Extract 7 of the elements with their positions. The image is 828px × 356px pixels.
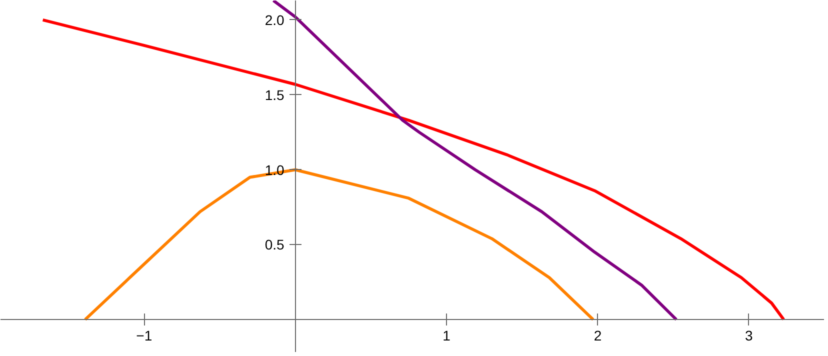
x-tick-label: 1	[442, 328, 451, 344]
x-tick-label: 3	[745, 328, 754, 344]
y-tick-label: 2.0	[264, 12, 285, 28]
y-tick-label: 1.5	[264, 86, 285, 103]
y-tick-label: 0.5	[264, 236, 285, 253]
x-tick-label: 2	[594, 328, 602, 344]
x-tick-label: −1	[136, 328, 152, 344]
